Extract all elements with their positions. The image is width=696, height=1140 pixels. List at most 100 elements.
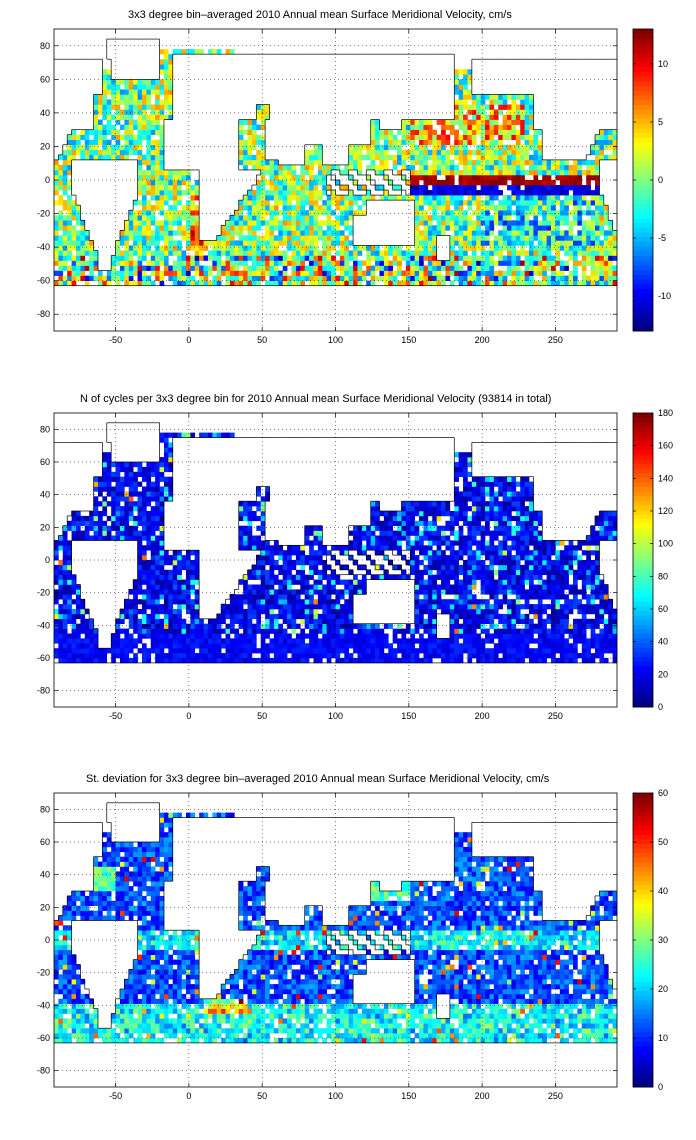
heatmap-cell (309, 530, 314, 536)
heatmap-cell (313, 609, 319, 615)
heatmap-cell (344, 613, 349, 620)
heatmap-cell (476, 114, 481, 120)
heatmap-cell (93, 486, 99, 492)
heatmap-cell (295, 613, 301, 620)
heatmap-cell (423, 599, 429, 605)
heatmap-cell (251, 230, 257, 236)
heatmap-cell (260, 584, 266, 590)
heatmap-cell (414, 169, 420, 176)
heatmap-cell (339, 260, 345, 266)
heatmap-cell (476, 159, 481, 166)
heatmap-cell (251, 535, 257, 541)
heatmap-cell (317, 275, 323, 281)
heatmap-cell (590, 230, 596, 236)
heatmap-cell (441, 609, 446, 615)
heatmap-cell (168, 240, 174, 246)
heatmap-cell (423, 275, 429, 281)
heatmap-cell (555, 255, 561, 261)
heatmap-cell (159, 190, 165, 196)
heatmap-cell (463, 84, 468, 90)
heatmap-cell (317, 159, 323, 166)
heatmap-cell (471, 195, 477, 201)
heatmap-cell (555, 215, 561, 221)
heatmap-cell (71, 599, 77, 605)
heatmap-cell (423, 240, 429, 246)
heatmap-cell (80, 638, 86, 644)
coastline (54, 38, 617, 287)
heatmap-cell (150, 265, 156, 271)
heatmap-cell (181, 633, 187, 639)
heatmap-cell (102, 525, 108, 531)
heatmap-cell (273, 190, 279, 196)
heatmap-cell (392, 653, 398, 659)
heatmap-cell (133, 245, 138, 251)
heatmap-cell (608, 260, 613, 266)
heatmap-cell (353, 623, 358, 629)
heatmap-cell (441, 653, 446, 659)
heatmap-cell (524, 215, 530, 221)
heatmap-cell (507, 195, 512, 201)
heatmap-cell (181, 604, 187, 610)
heatmap-cell (278, 225, 284, 231)
heatmap-cell (243, 280, 248, 286)
heatmap-cell (603, 265, 609, 271)
heatmap-cell (339, 618, 345, 624)
heatmap-cell (322, 643, 328, 649)
heatmap-cell (269, 250, 275, 256)
heatmap-cell (124, 275, 130, 281)
heatmap-cell (155, 584, 160, 590)
heatmap-cell (520, 245, 525, 251)
heatmap-cell (111, 648, 116, 654)
heatmap-cell (335, 653, 341, 659)
heatmap-cell (168, 94, 174, 100)
heatmap-cell (353, 560, 358, 566)
heatmap-cell (146, 486, 152, 492)
heatmap-cell (177, 633, 182, 639)
heatmap-cell (247, 520, 253, 526)
heatmap-cell (353, 545, 358, 551)
heatmap-cell (273, 169, 279, 176)
heatmap-cell (80, 235, 86, 241)
heatmap-cell (511, 250, 517, 256)
heatmap-cell (124, 525, 130, 531)
heatmap-cell (278, 648, 284, 654)
heatmap-cell (137, 104, 143, 110)
heatmap-cell (106, 275, 112, 281)
heatmap-cell (265, 643, 270, 649)
heatmap-cell (111, 491, 116, 497)
heatmap-cell (317, 653, 323, 659)
heatmap-cell (238, 275, 244, 281)
heatmap-cell (427, 633, 433, 639)
heatmap-cell (159, 560, 165, 566)
heatmap-cell (265, 540, 270, 546)
heatmap-cell (564, 169, 569, 176)
heatmap-cell (106, 481, 112, 487)
heatmap-cell (295, 633, 301, 639)
heatmap-cell (71, 280, 77, 286)
heatmap-cell (520, 99, 525, 105)
heatmap-cell (419, 200, 424, 206)
heatmap-cell (265, 574, 270, 580)
heatmap-cell (441, 220, 446, 226)
heatmap-cell (511, 195, 517, 201)
heatmap-cell (401, 270, 407, 276)
heatmap-cell (177, 609, 182, 615)
heatmap-cell (511, 144, 517, 151)
heatmap-cell (260, 260, 266, 266)
heatmap-cell (480, 270, 486, 276)
x-tick-label: -50 (109, 335, 122, 345)
heatmap-cell (304, 275, 310, 281)
heatmap-cell (480, 94, 486, 100)
heatmap-cell (243, 623, 248, 629)
heatmap-cell (247, 628, 253, 634)
heatmap-cell (458, 139, 464, 146)
heatmap-cell (423, 124, 429, 130)
heatmap-cell (564, 260, 569, 266)
heatmap-cell (71, 511, 77, 517)
heatmap-cell (304, 574, 310, 580)
heatmap-cell (75, 613, 81, 620)
heatmap-cell (313, 599, 319, 605)
heatmap-cell (392, 535, 398, 541)
heatmap-cell (238, 235, 244, 241)
heatmap-cell (256, 658, 262, 664)
